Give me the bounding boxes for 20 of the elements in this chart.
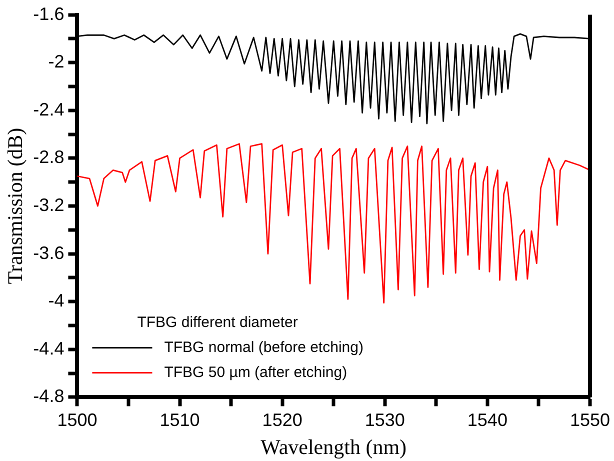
x-tick-label: 1530: [364, 410, 405, 430]
y-tick-label: -3.6: [33, 242, 64, 263]
y-tick-label: -2.4: [33, 99, 64, 120]
y-tick-label: -2.8: [33, 147, 64, 168]
y-tick-label: -3.2: [33, 194, 64, 215]
x-axis-title: Wavelength (nm): [260, 434, 407, 459]
x-tick-label: 1540: [467, 410, 508, 430]
x-tick-label: 1510: [160, 410, 200, 430]
y-tick-label: -1.6: [33, 4, 64, 24]
x-tick-label: 1520: [262, 410, 302, 430]
x-tick-label: 1550: [570, 410, 610, 430]
y-tick-label: -4: [48, 290, 64, 311]
legend-title: TFBG different diameter: [137, 314, 298, 331]
legend-label: TFBG normal (before etching): [164, 338, 364, 356]
y-tick-label: -4.8: [33, 386, 64, 406]
legend-label: TFBG 50 µm (after etching): [164, 364, 348, 381]
y-axis-title: Transmission (dB): [3, 128, 28, 284]
y-tick-label: -4.4: [33, 338, 64, 358]
y-tick-label: -2: [48, 52, 64, 72]
x-tick-label: 1500: [57, 410, 98, 430]
